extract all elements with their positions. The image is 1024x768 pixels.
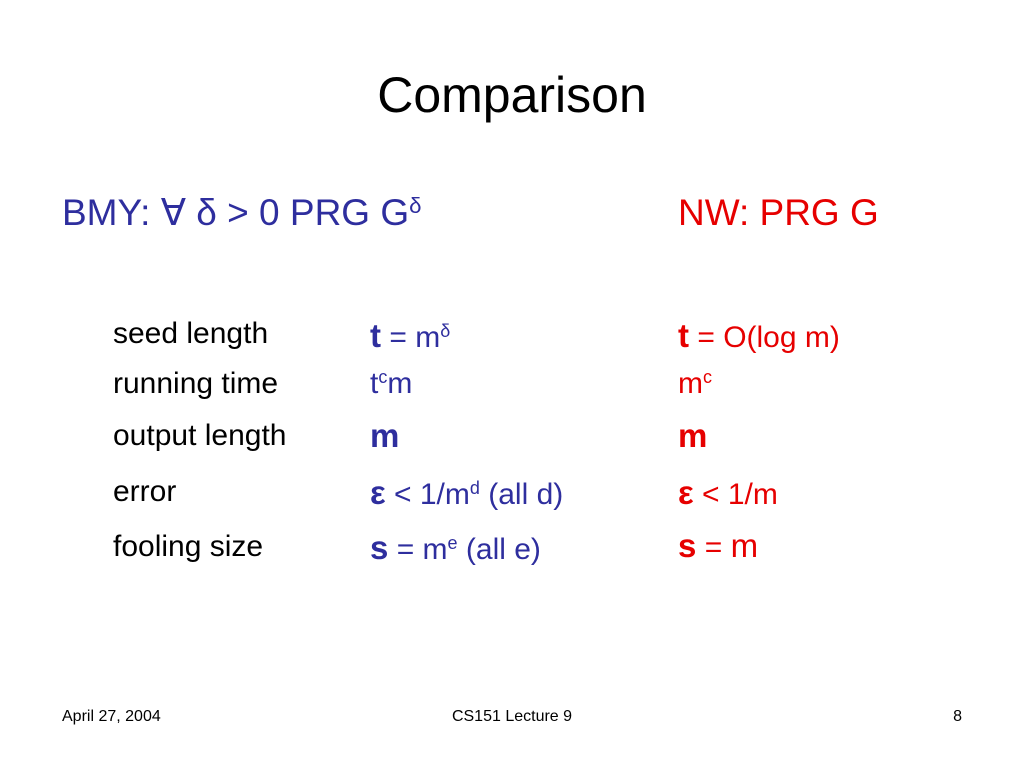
text: t [370,367,379,400]
cell: mc [678,367,712,400]
cell: ε < 1/m [678,476,778,510]
text: m [387,367,413,400]
text: = m [381,321,441,354]
row-label: running time [113,367,279,400]
heading-superscript: δ [409,192,422,218]
footer-date: April 27, 2004 [62,708,161,725]
cell: s = m [678,529,758,563]
text: = O(log m) [689,321,840,354]
column-heading: NW: PRG G [678,192,879,233]
cell: m [370,419,399,453]
symbol: m [678,417,708,454]
footer-page: 8 [953,708,962,725]
superscript: d [469,478,480,499]
symbol: ε [678,474,694,511]
text: < 1/m [693,478,778,511]
symbol: s [370,529,389,566]
text: < 1/m [385,478,470,511]
symbol: t [370,317,381,354]
slide-title: Comparison [377,67,647,123]
cell: m [678,419,707,453]
cell: ε < 1/md (all d) [370,476,563,510]
text: = m [388,533,448,566]
superscript: e [447,533,458,554]
text: = [696,531,731,564]
text: (all e) [457,533,541,566]
cell: t = mδ [370,319,450,353]
row-label: fooling size [113,530,264,563]
cell: s = me (all e) [370,531,541,565]
heading-text: BMY: ∀ δ > 0 PRG G [62,192,410,233]
cell: t = O(log m) [678,319,840,353]
text: m [730,527,759,564]
row-label: output length [113,419,287,452]
text: m [678,367,703,400]
row-label: seed length [113,317,269,350]
row-label: error [113,475,177,508]
symbol: t [678,317,689,354]
footer-course: CS151 Lecture 9 [451,708,573,725]
superscript: c [378,367,388,388]
text: (all d) [479,478,564,511]
symbol: s [678,527,697,564]
column-heading: BMY: ∀ δ > 0 PRG Gδ [62,194,422,231]
symbol: ε [370,474,386,511]
symbol: m [370,417,400,454]
superscript: c [703,367,712,388]
cell: tcm [370,367,413,400]
superscript: δ [440,321,451,342]
